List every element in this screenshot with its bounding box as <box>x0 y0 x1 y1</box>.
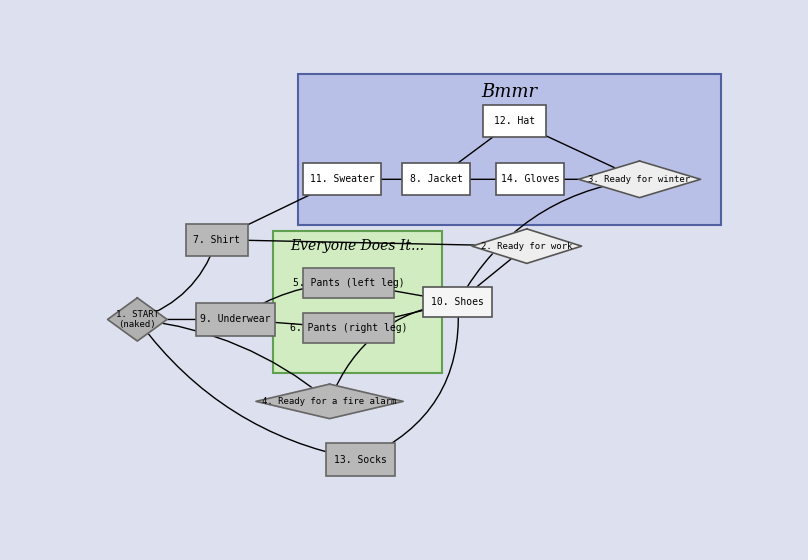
Polygon shape <box>256 384 403 419</box>
FancyBboxPatch shape <box>303 268 393 298</box>
Text: 7. Shirt: 7. Shirt <box>193 235 240 245</box>
Text: 5. Pants (left leg): 5. Pants (left leg) <box>292 278 404 288</box>
Text: 1. START
(naked): 1. START (naked) <box>116 310 159 329</box>
Text: Everyone Does It...: Everyone Does It... <box>291 239 425 253</box>
FancyBboxPatch shape <box>303 313 393 343</box>
FancyBboxPatch shape <box>196 304 275 335</box>
FancyBboxPatch shape <box>423 287 492 318</box>
Text: 11. Sweater: 11. Sweater <box>309 174 374 184</box>
Text: 13. Socks: 13. Socks <box>335 455 387 465</box>
Text: 6. Pants (right leg): 6. Pants (right leg) <box>289 323 407 333</box>
Text: 9. Underwear: 9. Underwear <box>200 315 271 324</box>
FancyBboxPatch shape <box>402 163 470 195</box>
FancyBboxPatch shape <box>326 444 395 476</box>
Polygon shape <box>579 161 701 198</box>
FancyBboxPatch shape <box>483 105 545 137</box>
FancyBboxPatch shape <box>273 231 442 374</box>
Text: 12. Hat: 12. Hat <box>494 116 535 126</box>
Text: Bmmr: Bmmr <box>482 83 537 101</box>
Polygon shape <box>472 229 582 263</box>
Text: 8. Jacket: 8. Jacket <box>410 174 462 184</box>
FancyBboxPatch shape <box>495 163 564 195</box>
FancyBboxPatch shape <box>298 74 721 225</box>
Text: 10. Shoes: 10. Shoes <box>431 297 484 307</box>
Text: 14. Gloves: 14. Gloves <box>501 174 559 184</box>
Text: 4. Ready for a fire alarm: 4. Ready for a fire alarm <box>263 397 397 406</box>
FancyBboxPatch shape <box>303 163 381 195</box>
FancyBboxPatch shape <box>186 223 248 256</box>
Text: 3. Ready for winter: 3. Ready for winter <box>588 175 691 184</box>
Polygon shape <box>107 298 167 341</box>
Text: 2. Ready for work: 2. Ready for work <box>481 242 573 251</box>
